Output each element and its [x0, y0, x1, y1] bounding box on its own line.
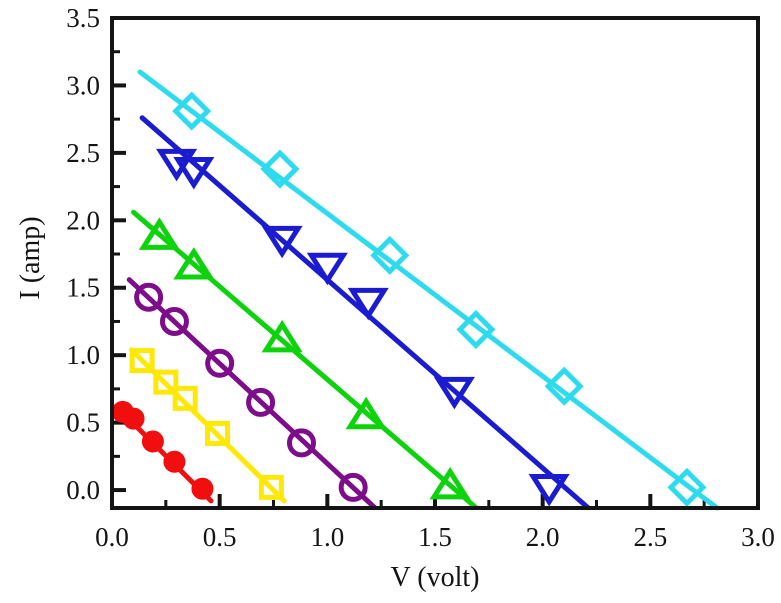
curve-6-cyan-open-diamonds-line	[137, 69, 720, 511]
x-axis-label: V (volt)	[390, 562, 480, 593]
plot-frame	[110, 16, 760, 510]
y-tick-label: 0.5	[66, 408, 100, 438]
y-tick-label: 2.0	[66, 205, 100, 235]
x-tick-label: 1.0	[310, 522, 344, 552]
y-tick-label: 0.0	[66, 475, 100, 505]
curve-5-blue-open-down-triangles-marker	[156, 148, 198, 182]
curve-6-cyan-open-diamonds-marker	[172, 91, 212, 131]
curve-5-blue-open-down-triangles-marker	[347, 287, 389, 321]
curve-5-blue-open-down-triangles-marker	[528, 473, 570, 507]
x-tick-label: 0.5	[203, 522, 237, 552]
curve-3-purple-open-circles-marker	[134, 282, 164, 312]
curve-5-blue-open-down-triangles-marker	[433, 376, 475, 410]
curve-6-cyan-open-diamonds-marker	[260, 149, 300, 189]
x-tick-label: 2.0	[526, 522, 560, 552]
curve-4-green-open-up-triangles-marker	[138, 217, 180, 250]
curve-5-blue-open-down-triangles-marker	[261, 225, 303, 259]
y-tick-label: 3.5	[66, 3, 100, 33]
y-tick-label: 3.0	[66, 70, 100, 100]
curve-4-green-open-up-triangles-marker	[261, 319, 303, 353]
curve-2-yellow-open-squares-marker	[258, 474, 284, 500]
y-tick-label: 1.0	[66, 340, 100, 370]
curve-6-cyan-open-diamonds-marker	[667, 467, 707, 507]
y-tick-label: 1.5	[66, 273, 100, 303]
curve-1-red-filled-circles-marker	[191, 477, 214, 500]
curve-6-cyan-open-diamonds-marker	[544, 366, 584, 406]
curve-3-purple-open-circles-marker	[338, 472, 368, 502]
curve-5-blue-open-down-triangles-marker	[173, 157, 215, 190]
curve-2-yellow-open-squares-marker	[205, 420, 231, 446]
curve-4-green-open-up-triangles-marker	[173, 247, 215, 280]
curve-3-purple-open-circles-marker	[246, 387, 276, 417]
x-tick-label: 3.0	[741, 522, 775, 552]
curve-1-red-filled-circles-marker	[141, 430, 164, 453]
curve-6-cyan-open-diamonds-marker	[456, 310, 496, 350]
curve-2-yellow-open-squares-marker	[153, 369, 179, 395]
x-tick-label: 2.5	[633, 522, 667, 552]
curve-4-green-open-up-triangles-marker	[429, 466, 471, 500]
curve-3-purple-open-circles-marker	[159, 306, 189, 336]
curve-5-blue-open-down-triangles-marker	[306, 252, 348, 286]
curve-2-yellow-open-squares-marker	[129, 348, 155, 374]
curve-4-green-open-up-triangles-marker	[345, 396, 387, 430]
y-tick-label: 2.5	[66, 138, 100, 168]
curve-1-red-filled-circles-marker	[122, 407, 145, 430]
x-tick-label: 0.0	[95, 522, 129, 552]
y-axis-label: I (amp)	[15, 216, 46, 300]
curve-3-purple-open-circles-marker	[286, 428, 316, 458]
curve-1-red-filled-circles-marker	[163, 450, 186, 473]
curve-2-yellow-open-squares-marker	[172, 385, 198, 411]
curve-3-purple-open-circles-marker	[205, 348, 235, 378]
x-tick-label: 1.5	[418, 522, 452, 552]
curve-6-cyan-open-diamonds-marker	[370, 235, 410, 275]
